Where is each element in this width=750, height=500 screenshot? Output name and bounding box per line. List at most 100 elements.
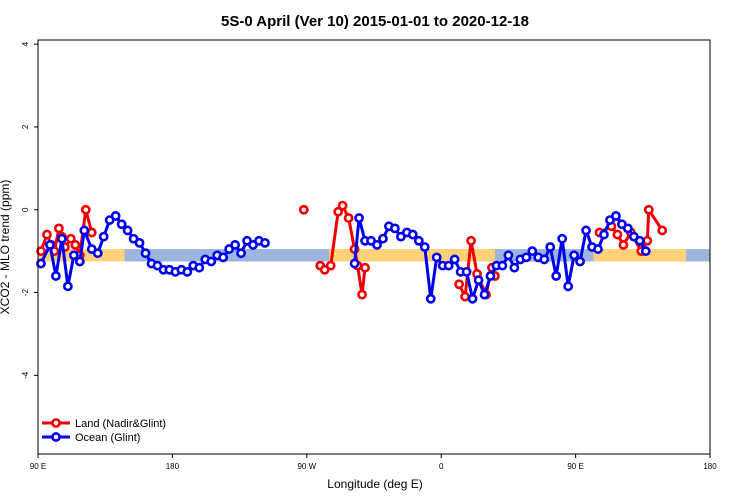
ocean-data-point [611,211,621,221]
y-tick-label: -4 [21,371,30,379]
ocean-data-point [407,229,418,240]
ocean-data-point [557,233,568,244]
ocean-data-point [473,275,484,286]
ocean-data-point [68,250,79,261]
ocean-data-point [390,223,400,234]
ocean-data-point [116,219,127,230]
reference-bands [38,249,710,262]
ocean-data-point [461,266,472,277]
x-axis: 90 E 180 90 W 0 90 E 180 [30,454,717,471]
x-tick-label: 90 W [297,462,316,471]
x-tick-label: 0 [439,462,444,471]
ocean-data-point [425,293,436,304]
plot-frame [37,39,711,455]
legend-ocean-marker [51,432,61,442]
x-tick-label: 180 [166,462,180,471]
land-data-point [643,204,654,215]
land-data-point [86,227,97,238]
ocean-data-point [260,237,270,248]
land-data-point [337,200,348,211]
x-axis-label: Longitude (deg E) [327,477,422,491]
ocean-data-point [539,254,550,265]
ocean-data-point [218,252,229,263]
ocean-data-point [575,256,585,267]
land-data-point [333,206,344,217]
ocean-data-point [640,246,651,257]
land-data-point [42,229,52,240]
legend-ocean-label: Ocean (Glint) [75,432,140,444]
ocean-data-point [74,256,85,267]
land-data-point [454,279,465,290]
ocean-data-point [354,213,364,223]
land-data-point [70,240,81,250]
ocean-data-point [45,240,55,250]
ocean-data-point [497,260,508,271]
ocean-data-point [194,262,205,273]
land-data-point [657,225,668,236]
ocean-data-point [349,258,360,269]
ocean-data-point [413,235,424,246]
land-data-point [466,235,476,246]
land-data-point [642,235,653,246]
y-tick-label: 0 [21,207,30,212]
ocean-data-point [569,250,580,261]
ocean-data-point [79,225,90,236]
ocean-data-point [230,240,241,250]
ocean-data-point [509,262,520,273]
ocean-data-point [98,231,109,242]
land-data-point [54,223,64,234]
ocean-data-point [634,235,645,246]
land-data-point [618,240,629,250]
ocean-data-point [551,271,562,281]
land-data-point [357,289,367,300]
ocean-data-point [110,211,121,221]
ocean-data-point [36,258,46,269]
ocean-data-point [134,237,145,248]
land-data-point [360,262,370,273]
ocean-data-point [51,271,61,281]
ocean-data-point [431,252,442,263]
y-tick-label: -2 [21,288,30,296]
ocean-data-point [521,252,532,263]
y-axis-label: XCO2 - MLO trend (ppm) [0,180,12,315]
ocean-data-point [236,248,246,259]
ocean-data-point [593,244,603,254]
ocean-data-point [503,250,514,261]
y-tick-label: 2 [21,124,30,129]
land-data-point [80,204,91,215]
land-data-point [325,260,336,271]
ocean-data-point [449,254,460,265]
ocean-data-point [92,248,103,259]
ocean-data-point [372,240,382,250]
x-tick-label: 180 [703,462,717,471]
x-tick-label: 90 E [30,462,46,471]
ocean-data-point [599,229,609,240]
ocean-data-point [581,225,591,236]
land-data-point [298,204,309,215]
ocean-data-point [479,289,490,300]
ocean-data-point [563,281,574,292]
ocean-data-point [443,260,454,271]
ocean-data-point [378,233,388,244]
ocean-data-point [419,242,430,252]
ocean-data-point [545,242,556,252]
legend-land-marker [51,418,61,428]
legend: Land (Nadir&Glint) Ocean (Glint) [42,418,166,444]
land-data-point [460,291,470,302]
data-series [36,200,668,304]
legend-land-label: Land (Nadir&Glint) [75,418,166,430]
land-data-point [36,246,46,257]
land-data-point [65,233,76,244]
ocean-data-point [485,271,496,281]
ocean-data-point [467,293,478,304]
ocean-data-point [140,248,151,259]
ocean-data-point [122,225,133,236]
ocean-data-point [182,266,193,277]
x-tick-label: 90 E [567,462,583,471]
y-axis: 4 2 0 -2 -4 [21,41,38,379]
ocean-data-point [206,256,217,267]
ocean-data-point [622,223,633,234]
ocean-data-point [56,233,67,244]
land-data-point [612,229,623,240]
